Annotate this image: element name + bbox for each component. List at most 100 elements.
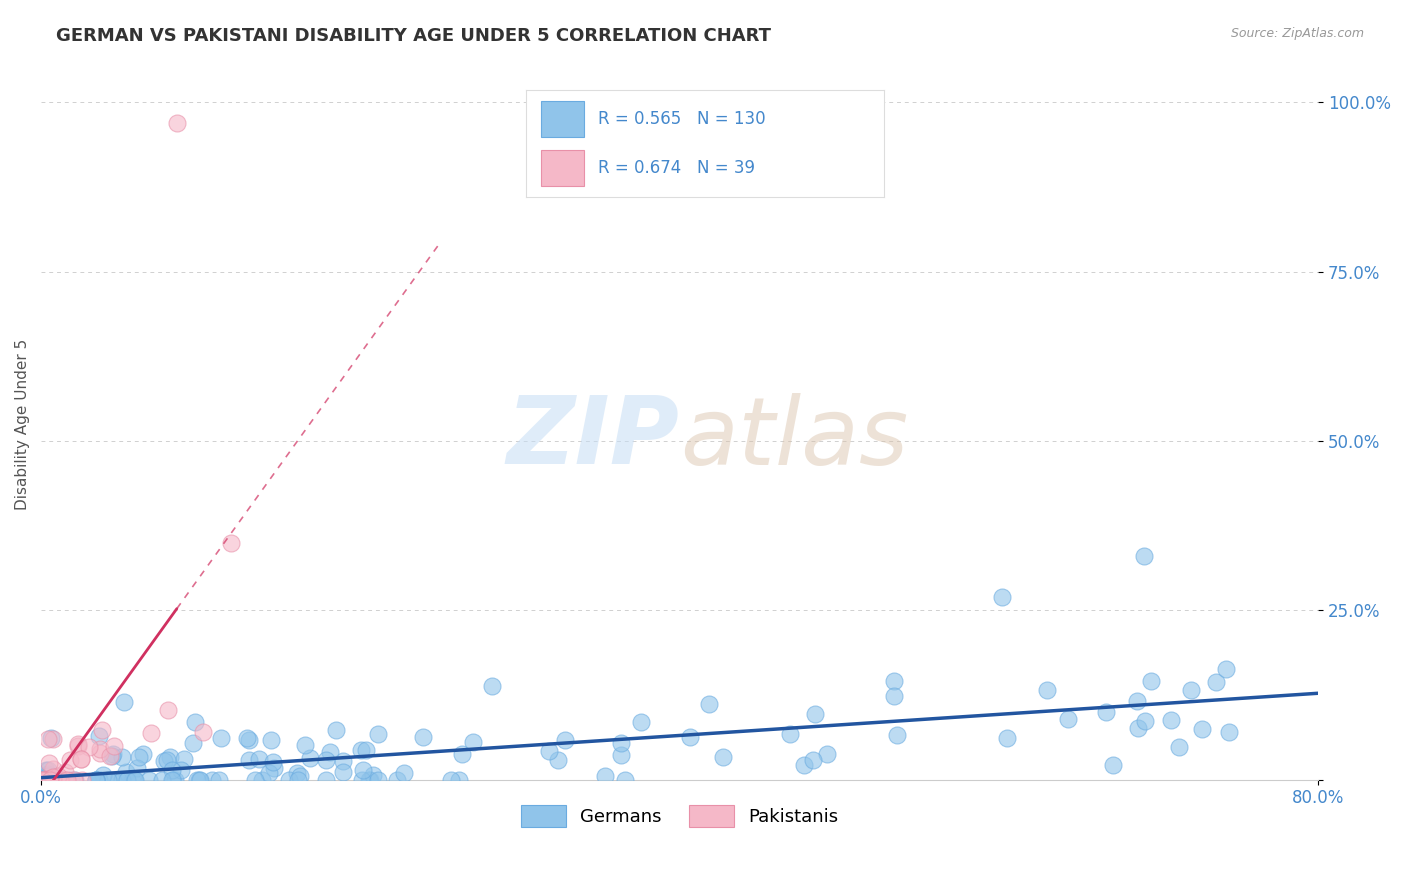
Point — [39, 772, 62, 787]
Point — [56, 772, 79, 787]
Point — [34, 772, 56, 787]
Point — [37, 767, 59, 781]
Point — [125, 761, 148, 775]
Point — [298, 751, 321, 765]
Point — [815, 747, 838, 762]
Point — [325, 723, 347, 737]
Point — [63, 772, 86, 787]
Point — [290, 769, 312, 783]
Point — [37, 772, 59, 787]
Point — [315, 754, 337, 768]
Point — [209, 731, 232, 746]
Point — [89, 730, 111, 744]
Point — [793, 757, 815, 772]
Point — [30, 772, 52, 787]
Point — [711, 750, 734, 764]
Point — [257, 766, 280, 780]
Point — [42, 762, 65, 776]
Point — [110, 772, 132, 787]
Point — [89, 747, 111, 761]
Point — [361, 768, 384, 782]
Point — [779, 727, 801, 741]
Text: atlas: atlas — [679, 392, 908, 483]
Point — [101, 748, 124, 763]
Point — [162, 772, 184, 787]
Point — [219, 535, 242, 549]
Point — [166, 116, 188, 130]
Point — [287, 765, 309, 780]
Point — [37, 763, 59, 777]
Point — [121, 772, 143, 787]
Point — [451, 747, 474, 761]
Point — [150, 772, 173, 787]
Point — [332, 764, 354, 779]
Point — [1180, 682, 1202, 697]
Point — [37, 769, 59, 783]
Point — [37, 772, 59, 787]
Point — [124, 772, 146, 787]
Point — [101, 747, 124, 762]
Point — [804, 707, 827, 722]
Point — [31, 772, 53, 787]
Point — [38, 772, 60, 787]
Point — [34, 772, 56, 787]
Point — [547, 753, 569, 767]
Point — [1205, 675, 1227, 690]
Point — [97, 772, 120, 787]
Point — [49, 772, 72, 787]
Point — [537, 744, 560, 758]
Point — [200, 772, 222, 787]
Point — [138, 772, 160, 787]
Point — [1036, 683, 1059, 698]
Point — [39, 771, 62, 785]
Point — [359, 772, 381, 787]
Point — [238, 753, 260, 767]
Text: Source: ZipAtlas.com: Source: ZipAtlas.com — [1230, 27, 1364, 40]
Point — [883, 674, 905, 689]
Point — [187, 772, 209, 787]
Point — [247, 752, 270, 766]
Point — [70, 752, 93, 766]
Point — [188, 772, 211, 787]
Point — [41, 770, 63, 784]
Point — [315, 772, 337, 787]
Point — [1126, 694, 1149, 708]
Point — [86, 772, 108, 787]
Point — [141, 726, 163, 740]
Point — [87, 772, 110, 787]
Point — [59, 753, 82, 767]
Point — [263, 761, 285, 775]
Point — [131, 747, 153, 762]
Point — [387, 772, 409, 787]
Point — [91, 723, 114, 737]
Point — [181, 735, 204, 749]
Point — [392, 765, 415, 780]
Point — [70, 752, 93, 766]
Y-axis label: Disability Age Under 5: Disability Age Under 5 — [15, 338, 30, 509]
Point — [86, 772, 108, 787]
Point — [697, 697, 720, 711]
Point — [801, 753, 824, 767]
Point — [89, 742, 111, 756]
Point — [1191, 723, 1213, 737]
Point — [1094, 706, 1116, 720]
Point — [46, 769, 69, 783]
Point — [630, 715, 652, 730]
Point — [186, 772, 208, 787]
Point — [236, 731, 259, 746]
Point — [554, 733, 576, 747]
Point — [991, 590, 1014, 604]
Point — [111, 750, 134, 764]
Point — [31, 772, 53, 787]
Point — [367, 772, 389, 787]
Point — [38, 756, 60, 771]
Text: ZIP: ZIP — [506, 392, 679, 484]
Legend: Germans, Pakistanis: Germans, Pakistanis — [513, 798, 846, 835]
Point — [1160, 713, 1182, 727]
Point — [1168, 740, 1191, 755]
Point — [79, 739, 101, 754]
Point — [87, 772, 110, 787]
Point — [112, 694, 135, 708]
Point — [159, 750, 181, 764]
Point — [1102, 758, 1125, 772]
